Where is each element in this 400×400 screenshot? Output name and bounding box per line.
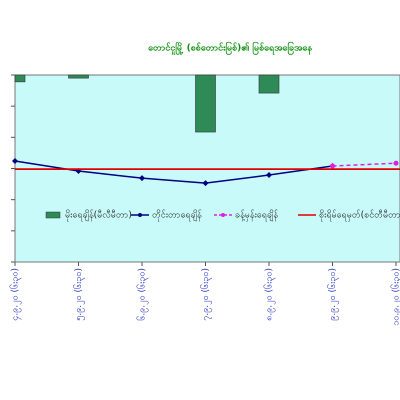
legend-label: ခန့်မှန်းရေချိန် bbox=[235, 210, 279, 222]
marker bbox=[202, 180, 209, 187]
marker bbox=[330, 163, 335, 169]
legend-swatch bbox=[45, 211, 61, 219]
marker bbox=[266, 172, 272, 179]
x-tick-label: ၅.၉.၂၀ (၆း၃၀) bbox=[73, 268, 85, 321]
legend-marker bbox=[221, 213, 225, 217]
marker bbox=[12, 158, 18, 165]
legend-label: စိုးရိမ်ရေမှတ်(စင်တီမီတာ) bbox=[319, 210, 400, 222]
x-tick-label: ၄.၉.၂၀ (၆း၃၀) bbox=[10, 268, 22, 321]
bar bbox=[68, 74, 89, 79]
line bbox=[332, 162, 397, 167]
x-tick-label: ၇.၉.၂၀ (၆း၃၀) bbox=[200, 268, 212, 321]
legend-label: မိုးရေချိန်(မီလီမီတာ) bbox=[65, 210, 132, 222]
legend-label: တိုင်းတာရေချိန် bbox=[152, 210, 202, 222]
x-tick-label: ၈.၉.၂၀ (၆း၃၀) bbox=[264, 268, 276, 321]
bar bbox=[14, 74, 26, 83]
chart-title: တောင်ငူမြို့ (စစ်တောင်းမြစ်)၏ မြစ်ရေအခြေ… bbox=[148, 42, 312, 56]
x-tick-label: ၆.၉.၂၀ (၆း၃၀) bbox=[137, 268, 149, 321]
legend-marker bbox=[138, 213, 142, 217]
marker bbox=[139, 175, 145, 182]
x-tick-label: ၉.၉.၂၀ (၆း၃၀) bbox=[327, 268, 339, 321]
bar bbox=[195, 74, 216, 133]
bar bbox=[258, 74, 280, 94]
marker bbox=[393, 160, 399, 166]
x-tick-label: ၁၀.၉.၂၀ (၆း၃၀) bbox=[391, 268, 400, 326]
